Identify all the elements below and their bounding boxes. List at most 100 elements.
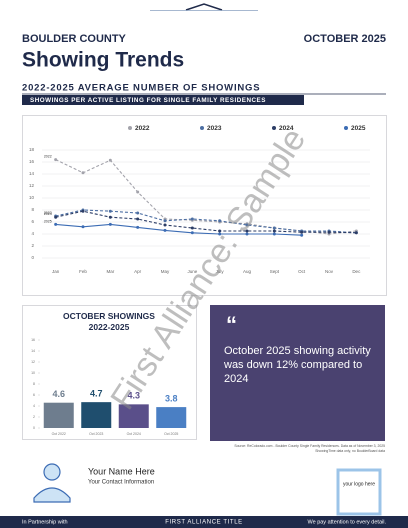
y-tick-label: 6	[31, 219, 34, 224]
legend-swatch	[200, 126, 204, 130]
y-tick-label: 10	[29, 195, 35, 200]
x-tick-label: Dec	[352, 269, 361, 274]
point	[327, 230, 331, 234]
y-tick-label: 2	[31, 243, 34, 248]
point	[354, 231, 358, 235]
value-label: 4.7	[90, 389, 103, 399]
partner: In Partnership with	[22, 519, 68, 525]
legend-label: 2025	[351, 125, 366, 132]
point	[136, 217, 140, 221]
point	[163, 223, 167, 227]
point	[108, 215, 112, 219]
source: ShowingTime data only, no BoulderBoard d…	[315, 449, 385, 453]
y-tick-label: 12	[29, 183, 35, 188]
x-tick-label: Oct 2022	[52, 432, 66, 436]
value-label: 3.8	[165, 393, 178, 403]
series-label: 2024	[44, 212, 52, 216]
brand: FIRST ALLIANCE TITLE	[165, 520, 242, 526]
bar	[43, 402, 74, 428]
x-tick-label: Oct 2023	[89, 432, 103, 436]
line-chart-frame	[22, 115, 387, 296]
point	[272, 226, 276, 230]
bar-chart-title: OCTOBER SHOWINGS 2022-2025	[63, 311, 155, 332]
series-label: 2025	[44, 219, 52, 223]
callout-box	[210, 305, 385, 441]
x-tick-label: Mar	[106, 269, 114, 274]
y-tick-label: 2	[33, 415, 35, 419]
point	[300, 230, 304, 234]
point	[108, 222, 112, 226]
point	[81, 209, 85, 213]
point	[272, 229, 276, 233]
point	[218, 229, 222, 233]
logo-text: your logo here	[343, 481, 375, 487]
value-label: 4.3	[127, 391, 140, 401]
point	[190, 226, 194, 230]
top-mark	[185, 3, 223, 11]
quote-icon: “	[226, 312, 237, 337]
x-tick-label: Oct	[298, 269, 306, 274]
point	[190, 217, 194, 221]
avatar	[33, 463, 71, 503]
x-tick-label: July	[216, 269, 225, 274]
x-tick-label: Nov	[325, 269, 334, 274]
y-tick-label: 12	[31, 360, 35, 364]
y-tick-label: 8	[31, 207, 34, 212]
callout-text: October 2025 showing activity was down 1…	[224, 345, 371, 385]
legend-swatch	[344, 126, 348, 130]
banner-text: SHOWINGS PER ACTIVE LISTING FOR SINGLE F…	[30, 97, 266, 104]
y-tick-label: 10	[31, 371, 35, 375]
x-tick-label: May	[161, 269, 170, 274]
point	[218, 219, 222, 223]
bar	[81, 402, 112, 428]
series-line	[55, 223, 302, 236]
x-tick-label: June	[187, 269, 197, 274]
subtitle: 2022-2025 AVERAGE NUMBER OF SHOWINGS	[22, 83, 260, 94]
point	[218, 232, 222, 236]
bar	[118, 404, 149, 428]
point	[54, 222, 58, 226]
point	[81, 225, 85, 229]
y-tick-label: 4	[33, 404, 35, 408]
title: Showing Trends	[22, 49, 184, 72]
agent-contact: Your Contact Information	[88, 480, 154, 486]
footer-bar	[0, 516, 408, 528]
legend-label: 2023	[207, 125, 222, 132]
series-line	[55, 159, 357, 235]
y-tick-label: 0	[33, 426, 35, 430]
point	[108, 158, 112, 162]
point	[245, 232, 249, 236]
x-tick-label: Oct 2025	[164, 432, 178, 436]
x-tick-label: Oct 2024	[127, 432, 141, 436]
x-tick-label: Sept	[270, 269, 280, 274]
point	[163, 219, 167, 223]
y-tick-label: 18	[29, 147, 35, 152]
x-tick-label: Feb	[79, 269, 87, 274]
point	[272, 232, 276, 236]
legend-swatch	[272, 126, 276, 130]
value-label: 4.6	[52, 389, 65, 399]
point	[136, 190, 140, 194]
legend-label: 2024	[279, 125, 294, 132]
logo-box	[336, 468, 382, 516]
callout: October 2025 showing activity was down 1…	[224, 345, 371, 385]
x-tick-label: Apr	[134, 269, 142, 274]
point	[300, 233, 304, 237]
source: Source: ReColorado.com - Boulder County …	[234, 444, 385, 448]
point	[136, 225, 140, 229]
y-tick-label: 4	[31, 231, 34, 236]
series-line	[55, 209, 357, 234]
legend-label: 2022	[135, 125, 150, 132]
point	[54, 215, 58, 219]
bar	[156, 407, 187, 428]
line-chart: 0 2 4 6 8 10 12 14 16 18 Jan Feb Mar Apr May June July Au…	[29, 125, 370, 274]
x-tick-label: Aug	[243, 269, 252, 274]
y-tick-label: 6	[33, 393, 35, 397]
x-tick-label: Jan	[52, 269, 60, 274]
region: BOULDER COUNTY	[22, 33, 127, 45]
banner	[22, 95, 304, 105]
y-tick-label: 16	[31, 338, 35, 342]
y-tick-label: 14	[29, 171, 35, 176]
series-label: 2022	[44, 155, 52, 159]
point	[163, 228, 167, 232]
